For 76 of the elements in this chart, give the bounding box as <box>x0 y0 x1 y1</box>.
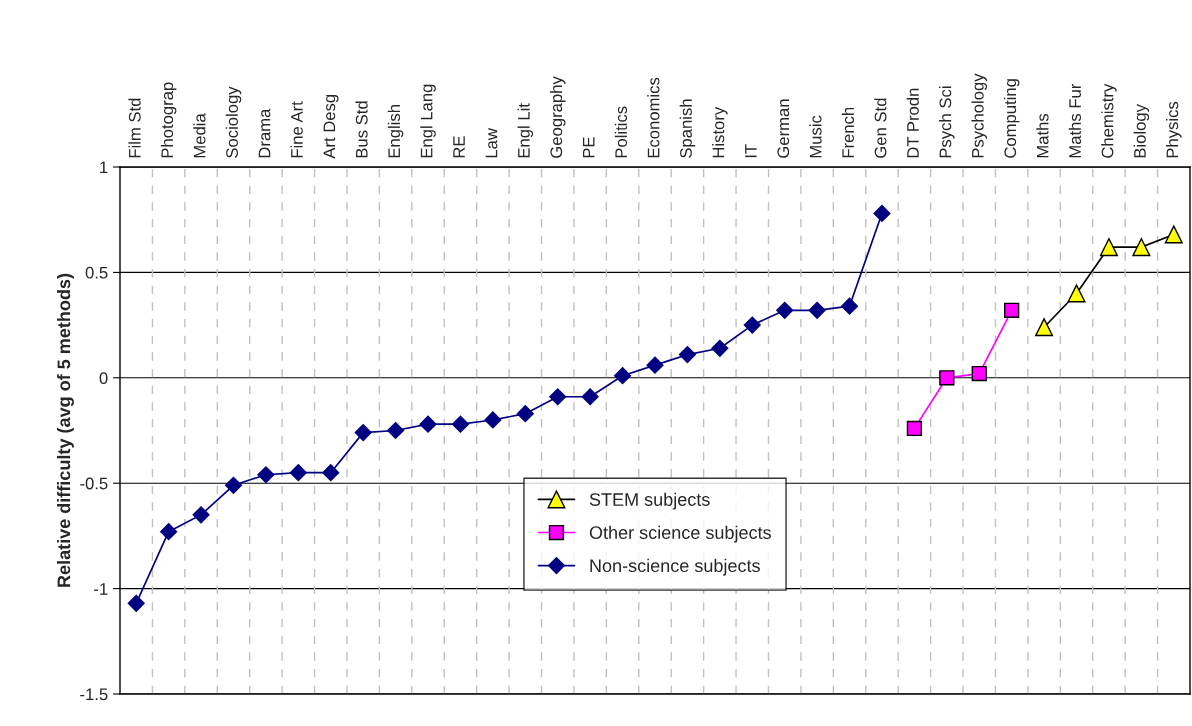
x-tick-label: PE <box>583 137 595 158</box>
x-tick-label: Geography <box>549 76 566 158</box>
x-tick-label: Media <box>193 113 206 158</box>
point <box>808 301 826 319</box>
point <box>127 594 145 612</box>
x-tick-label: DT Prodn <box>906 88 919 158</box>
x-tick-label: Psychology <box>971 73 988 158</box>
x-tick-label: Art Desg <box>323 94 339 159</box>
x-tick-label: Engl Lang <box>420 84 436 158</box>
x-tick-label: Physics <box>1166 101 1182 158</box>
x-tick-label: Computing <box>1003 79 1020 158</box>
point <box>711 339 729 357</box>
point <box>387 421 405 440</box>
point <box>614 367 632 385</box>
x-tick-label: German <box>777 99 790 158</box>
x-tick-label: Bus Std <box>355 101 368 158</box>
point <box>581 388 599 406</box>
point <box>322 464 340 482</box>
y-tick-label: 1 <box>100 161 108 174</box>
y-tick-label: -0.5 <box>80 477 108 490</box>
x-tick-label: Psych Sci <box>939 86 955 158</box>
point <box>354 424 372 442</box>
x-tick-label: History <box>712 106 728 158</box>
point <box>289 464 307 482</box>
point <box>646 356 664 374</box>
x-tick-label: Film Std <box>128 98 141 158</box>
x-tick-label: Chemistry <box>1101 83 1117 158</box>
x-tick-label: Drama <box>258 108 271 158</box>
point <box>971 365 987 382</box>
point <box>257 466 275 484</box>
legend-label: Non-science subjects <box>590 558 760 576</box>
point <box>939 370 955 386</box>
point <box>906 420 923 437</box>
x-tick-label: Economics <box>647 77 660 158</box>
point <box>160 523 178 541</box>
x-tick-label: Sociology <box>225 86 242 158</box>
point <box>1035 318 1054 337</box>
x-tick-label: Politics <box>614 106 628 158</box>
point <box>484 411 502 429</box>
y-tick-label: 0.5 <box>85 266 108 279</box>
x-tick-label: Law <box>485 128 498 158</box>
x-tick-label: Photograp <box>160 82 177 158</box>
y-tick-label: 0 <box>99 372 108 384</box>
point <box>1164 225 1183 244</box>
x-tick-label: Spanish <box>679 99 696 158</box>
point <box>419 415 437 433</box>
y-tick-label: -1.5 <box>80 688 108 701</box>
point <box>1004 302 1020 318</box>
point <box>549 388 567 406</box>
x-tick-label: English <box>387 105 404 158</box>
y-tick-label: -1 <box>94 583 108 595</box>
point <box>516 405 534 423</box>
point <box>743 316 761 334</box>
point <box>1132 238 1151 257</box>
x-tick-label: IT <box>745 144 757 158</box>
x-tick-label: Maths <box>1036 113 1049 158</box>
point <box>224 476 243 494</box>
x-tick-label: Fine Art <box>290 101 303 158</box>
point <box>1099 238 1118 257</box>
point <box>776 301 794 319</box>
x-tick-label: Maths Fur <box>1068 83 1081 158</box>
x-tick-label: RE <box>453 136 465 158</box>
point <box>840 297 859 315</box>
point <box>1067 284 1086 303</box>
y-axis-title: Relative difficulty (avg of 5 methods) <box>57 273 74 587</box>
x-tick-label: Music <box>809 115 822 158</box>
point <box>873 204 891 222</box>
x-tick-label: Engl Lit <box>517 103 534 158</box>
x-tick-label: French <box>841 107 855 158</box>
point <box>192 506 210 524</box>
legend-label: STEM subjects <box>589 492 710 510</box>
legend-label: Other science subjects <box>589 525 771 543</box>
x-tick-label: Biology <box>1133 104 1150 158</box>
x-tick-label: Gen Std <box>874 98 887 158</box>
point <box>451 415 470 433</box>
point <box>678 346 696 364</box>
